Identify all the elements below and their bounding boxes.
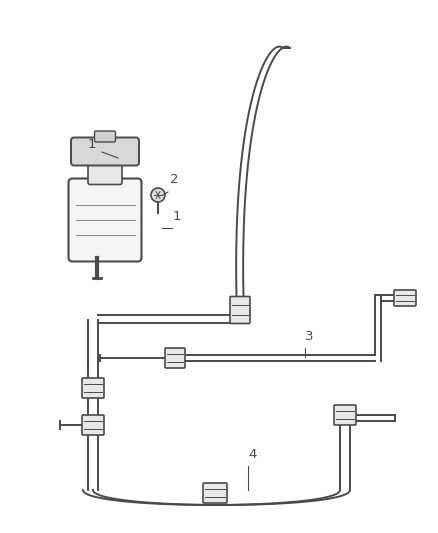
- Circle shape: [151, 188, 165, 202]
- FancyBboxPatch shape: [71, 138, 139, 166]
- Text: 3: 3: [305, 330, 314, 343]
- FancyBboxPatch shape: [334, 405, 356, 425]
- FancyBboxPatch shape: [68, 179, 141, 262]
- Text: 1: 1: [173, 210, 181, 223]
- FancyBboxPatch shape: [230, 296, 250, 324]
- FancyBboxPatch shape: [95, 131, 116, 142]
- Text: 2: 2: [170, 173, 179, 186]
- FancyBboxPatch shape: [394, 290, 416, 306]
- Text: 4: 4: [248, 448, 256, 461]
- FancyBboxPatch shape: [88, 163, 122, 184]
- FancyBboxPatch shape: [165, 348, 185, 368]
- FancyBboxPatch shape: [82, 415, 104, 435]
- Text: 1: 1: [88, 138, 96, 151]
- FancyBboxPatch shape: [203, 483, 227, 503]
- FancyBboxPatch shape: [82, 378, 104, 398]
